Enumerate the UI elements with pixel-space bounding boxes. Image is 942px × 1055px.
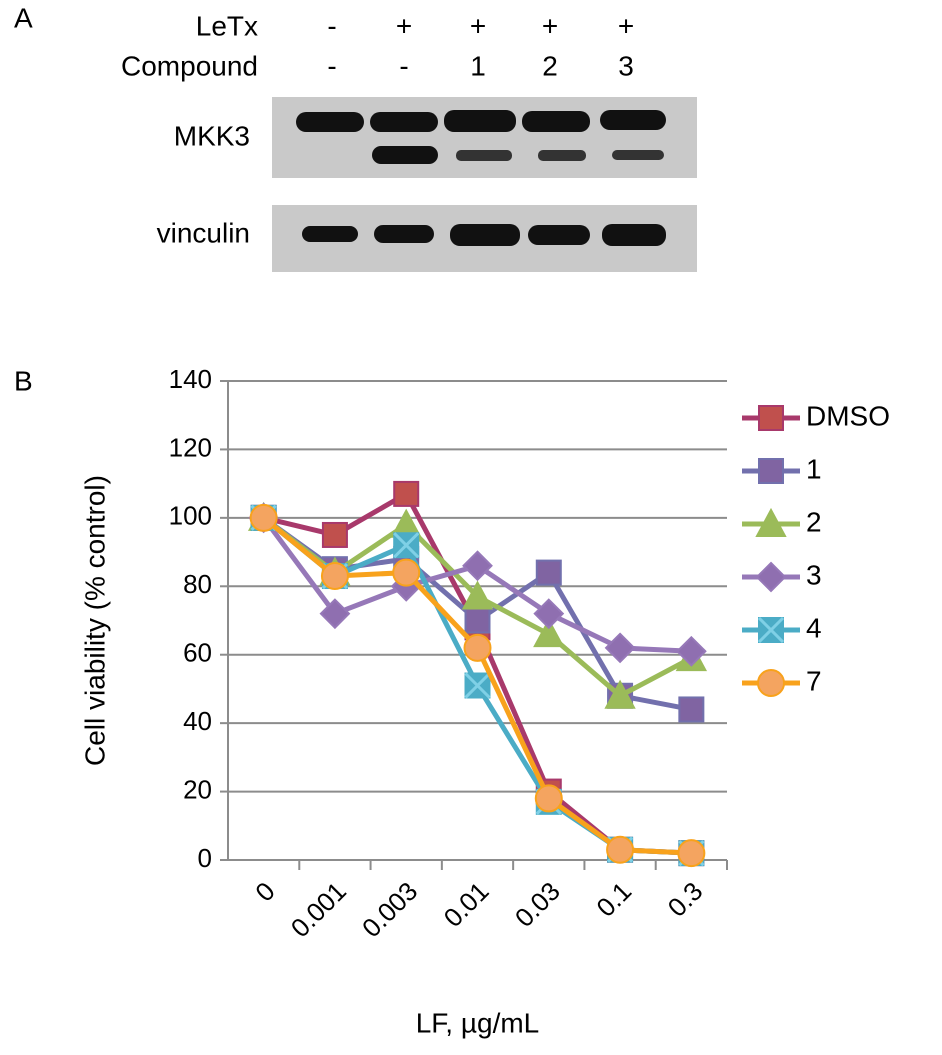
- legend-marker: [758, 405, 784, 431]
- data-point: [462, 550, 493, 582]
- x-tick-label: 0.03: [509, 876, 566, 933]
- legend-label: 4: [806, 612, 822, 643]
- y-tick-label: 80: [183, 569, 212, 599]
- data-point: [321, 521, 348, 548]
- x-tick-label: 0.3: [662, 876, 709, 923]
- panel-label: B: [14, 365, 33, 396]
- legend-label: 7: [806, 665, 822, 696]
- data-point: [675, 635, 707, 667]
- legend-label: 2: [806, 506, 822, 537]
- data-point: [533, 598, 565, 630]
- data-point: [392, 558, 421, 587]
- y-tick-label: 60: [183, 638, 212, 668]
- blot-label: vinculin: [157, 217, 250, 248]
- legend-label: DMSO: [806, 400, 890, 431]
- data-point: [534, 784, 563, 813]
- legend-marker: [757, 669, 785, 697]
- y-tick-label: 0: [198, 843, 212, 873]
- data-point: [461, 580, 494, 610]
- legend-marker: [758, 458, 784, 484]
- y-tick-label: 100: [169, 501, 212, 531]
- y-tick-label: 40: [183, 706, 212, 736]
- data-point: [606, 835, 635, 864]
- data-point: [249, 503, 278, 532]
- legend-marker: [755, 507, 787, 537]
- lane-label: +: [470, 10, 486, 41]
- lane-label: +: [618, 10, 634, 41]
- lane-label: -: [327, 50, 336, 81]
- data-point: [320, 562, 349, 591]
- x-tick-label: 0.001: [285, 876, 352, 943]
- data-point: [463, 633, 492, 662]
- data-point: [604, 679, 636, 709]
- x-tick-label: 0.01: [438, 876, 495, 933]
- data-point: [533, 618, 565, 648]
- x-tick-label: 0: [249, 876, 280, 907]
- lane-label: -: [399, 50, 408, 81]
- x-tick-label: 0.1: [590, 876, 637, 923]
- x-tick-label: 0.003: [356, 876, 423, 943]
- row-label: LeTx: [196, 10, 258, 41]
- lane-label: +: [542, 10, 558, 41]
- marker-cross: [393, 532, 420, 559]
- lane-label: 2: [542, 50, 558, 81]
- lane-label: 3: [618, 50, 634, 81]
- y-tick-label: 140: [169, 364, 212, 394]
- row-label: Compound: [121, 50, 258, 81]
- blot-image: [272, 97, 697, 272]
- legend-marker: [755, 561, 787, 593]
- y-tick-label: 20: [183, 774, 212, 804]
- legend-label: 1: [806, 453, 822, 484]
- data-point: [535, 559, 562, 586]
- marker-cross: [464, 672, 491, 699]
- series: 7: [249, 503, 822, 868]
- lane-label: 1: [470, 50, 486, 81]
- data-point: [678, 696, 705, 723]
- data-point: [464, 607, 491, 634]
- x-axis-label: LF, µg/mL: [416, 1007, 540, 1038]
- lane-label: +: [396, 10, 412, 41]
- data-point: [393, 480, 420, 507]
- y-tick-label: 120: [169, 432, 212, 462]
- lane-label: -: [327, 10, 336, 41]
- marker-cross: [757, 616, 785, 644]
- data-point: [677, 839, 706, 868]
- y-axis-label: Cell viability (% control): [79, 475, 110, 766]
- data-point: [319, 598, 351, 630]
- data-point: [604, 632, 636, 664]
- legend-label: 3: [806, 559, 822, 590]
- blot-label: MKK3: [174, 120, 250, 151]
- panel-label: A: [14, 2, 33, 33]
